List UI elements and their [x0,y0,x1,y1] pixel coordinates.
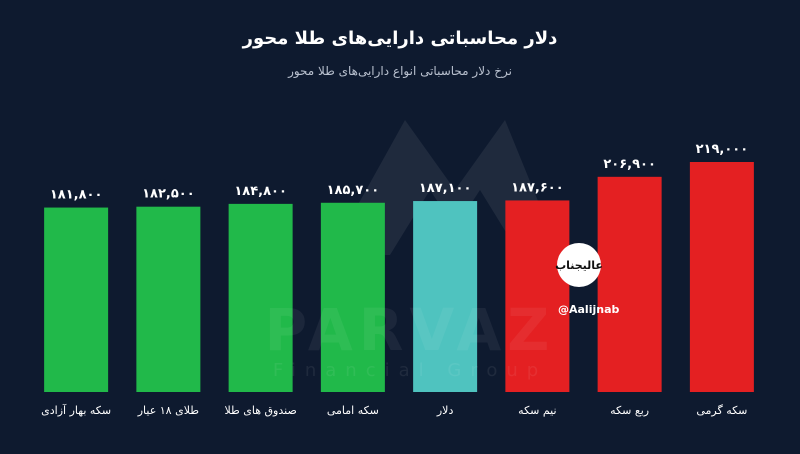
bar-value-label: ۱۸۵,۷۰۰ [327,183,380,198]
bar-value-label: ۲۰۶,۹۰۰ [603,157,656,172]
category-label: صندوق های طلا [224,404,296,417]
bar-value-label: ۱۸۲,۵۰۰ [142,187,195,202]
watermark-brand: PARVAZ [264,296,556,364]
bar-value-label: ۱۸۷,۶۰۰ [511,180,564,195]
category-label: دلار [436,404,454,417]
bar-value-label: ۱۸۱,۸۰۰ [50,188,103,203]
bar-value-label: ۱۸۷,۱۰۰ [419,181,472,196]
bar [505,200,570,392]
bar-value-label: ۱۸۴,۸۰۰ [234,184,287,199]
category-label: سکه امامی [327,404,379,417]
bar [44,207,109,392]
category-label: نیم سکه [518,404,556,417]
watermark-tagline: Financial Group [272,360,548,381]
bar-value-label: ۲۱۹,۰۰۰ [696,142,749,157]
category-label: سکه بهار آزادی [41,403,111,417]
chart-title: دلار محاسباتی دارایی‌های طلا محور [242,28,558,49]
channel-handle: @Aalijnab [558,303,620,316]
bar [413,201,478,392]
bar [136,206,201,392]
bars-group: ۱۸۱,۸۰۰ سکه بهار آزادی ۱۸۲,۵۰۰ طلای ۱۸ عیار… [41,142,754,417]
channel-badge: عالیجناب [555,243,617,303]
category-label: طلای ۱۸ عیار [137,404,200,417]
channel-logo: عالیجناب [555,243,603,287]
chart-subtitle: نرخ دلار محاسباتی انواع دارایی‌های طلا م… [288,64,512,78]
bar [320,202,385,392]
bar [689,162,754,392]
watermark-logo [330,120,560,255]
bar [597,176,662,392]
category-label: سکه گرمی [696,404,747,417]
category-label: ربع سکه [610,404,649,417]
bar [228,203,293,392]
